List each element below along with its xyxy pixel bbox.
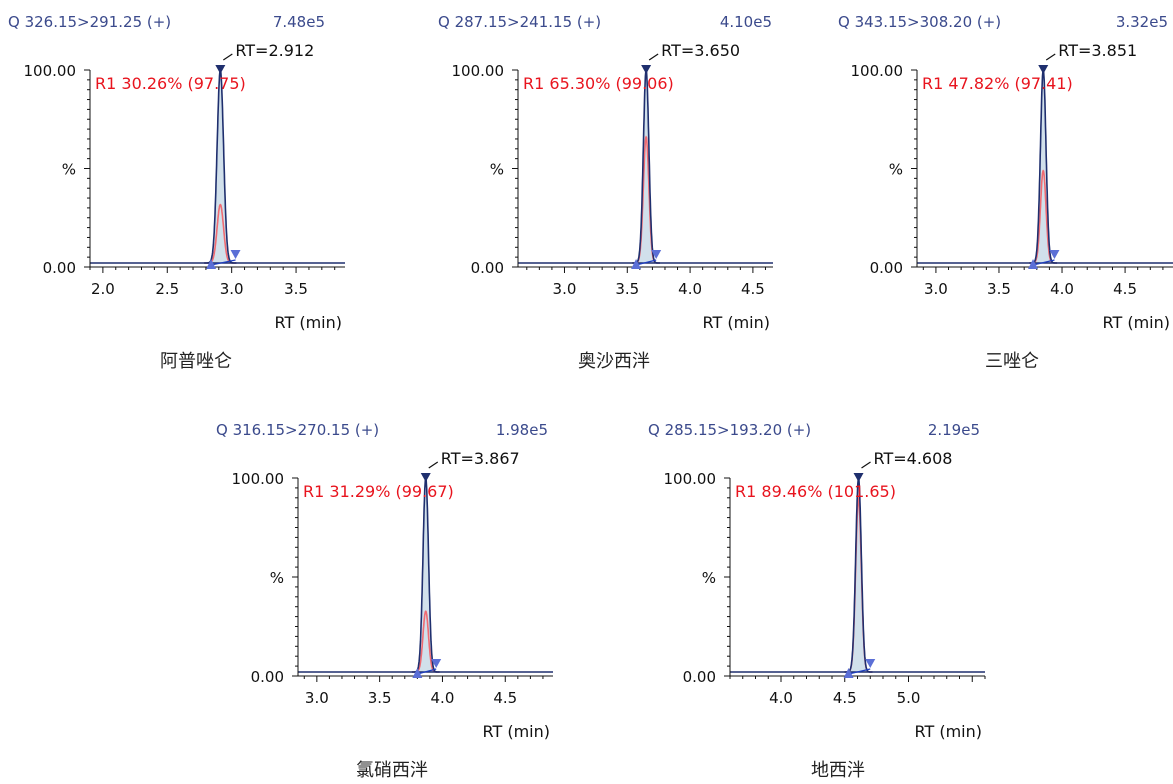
panel-1-y-label-mid: % [62, 161, 76, 179]
panel-5-apex-marker [853, 473, 864, 482]
panel-1-x-tick-label: 3.0 [220, 280, 244, 298]
panel-2-x-axis-label: RT (min) [703, 313, 770, 332]
panel-1-rt-leader [223, 53, 233, 61]
panel-2-rt-leader [648, 53, 659, 61]
panel-2-intensity: 4.10e5 [720, 13, 772, 31]
panel-5-x-tick-label: 5.0 [897, 689, 921, 707]
panel-1-peak-area [204, 70, 237, 263]
panel-3-x-tick-label: 3.5 [987, 280, 1011, 298]
panel-2-x-tick-label: 3.5 [615, 280, 639, 298]
panel-3-transition: Q 343.15>308.20 (+) [838, 13, 1001, 31]
panel-3-x-tick-label: 4.0 [1050, 280, 1074, 298]
panel-3-y-label-mid: % [889, 161, 903, 179]
panel-5-transition: Q 285.15>193.20 (+) [648, 421, 811, 439]
panel-4-integration-line [417, 668, 437, 675]
panel-3-r1-label: R1 47.82% (97.41) [922, 74, 1073, 93]
panel-3-rt-label: RT=3.851 [1058, 41, 1137, 60]
panel-5-x-tick-label: 4.5 [833, 689, 857, 707]
panel-2-transition: Q 287.15>241.15 (+) [438, 13, 601, 31]
panel-4-x-tick-label: 3.5 [368, 689, 392, 707]
panel-1-y-label-bottom: 0.00 [43, 259, 76, 277]
panel-2-x-tick-label: 4.0 [678, 280, 702, 298]
panel-3-end-marker [1049, 250, 1060, 259]
panel-5-peak-area [844, 478, 873, 672]
panel-5-caption: 地西泮 [811, 760, 865, 781]
panel-5-end-marker [865, 659, 876, 668]
panel-5-y-label-mid: % [702, 569, 716, 587]
panel-2-apex-marker [641, 65, 652, 74]
panel-1-end-marker [230, 250, 241, 259]
panel-4-peak-area [411, 478, 440, 672]
panel-5-integration-line [848, 668, 871, 675]
panel-1-start-marker [206, 259, 217, 269]
panel-4-y-label-top: 100.00 [232, 470, 285, 488]
panel-3-x-tick-label: 3.0 [924, 280, 948, 298]
panel-4-x-tick-label: 4.0 [431, 689, 455, 707]
panel-4-intensity: 1.98e5 [496, 421, 548, 439]
panel-1-y-label-top: 100.00 [24, 62, 77, 80]
panel-4-r1-label: R1 31.29% (99.67) [303, 482, 454, 501]
panel-2-integration-line [635, 259, 657, 266]
panel-1-x-tick-label: 3.5 [284, 280, 308, 298]
panel-4-start-marker [412, 668, 423, 678]
panel-1-r1-label: R1 30.26% (97.75) [95, 74, 246, 93]
panel-3-x-tick-label: 4.5 [1113, 280, 1137, 298]
panel-3-caption: 三唑仑 [985, 351, 1039, 372]
panel-3-intensity: 3.32e5 [1116, 13, 1168, 31]
panel-4-caption: 氯硝西泮 [356, 760, 428, 781]
panel-1-apex-marker [215, 65, 226, 74]
panel-5-rt-label: RT=4.608 [874, 449, 953, 468]
panel-4-x-tick-label: 4.5 [493, 689, 517, 707]
panel-1-integration-line [210, 259, 236, 266]
panel-3-y-label-top: 100.00 [851, 62, 904, 80]
panel-1-x-tick-label: 2.0 [91, 280, 115, 298]
panel-5-y-label-bottom: 0.00 [683, 668, 716, 686]
panel-4-y-label-mid: % [270, 569, 284, 587]
panel-5-start-marker [843, 668, 854, 678]
panel-3-x-axis-label: RT (min) [1103, 313, 1170, 332]
panel-5-x-tick-label: 4.0 [769, 689, 793, 707]
panel-5-intensity: 2.19e5 [928, 421, 980, 439]
panel-1-x-tick-label: 2.5 [155, 280, 179, 298]
panel-3-rt-leader [1045, 53, 1056, 61]
panel-4-x-tick-label: 3.0 [305, 689, 329, 707]
panel-2-rt-label: RT=3.650 [661, 41, 740, 60]
panel-4-x-axis-label: RT (min) [483, 722, 550, 741]
panel-3-peak-area [1029, 70, 1058, 263]
panel-1-intensity: 7.48e5 [273, 13, 325, 31]
panel-2-r1-label: R1 65.30% (99.06) [523, 74, 674, 93]
panel-2-y-label-bottom: 0.00 [471, 259, 504, 277]
panel-4-y-label-bottom: 0.00 [251, 668, 284, 686]
panel-2-x-tick-label: 3.0 [553, 280, 577, 298]
panel-5-y-label-top: 100.00 [664, 470, 717, 488]
panel-1-transition: Q 326.15>291.25 (+) [8, 13, 171, 31]
panel-4-apex-marker [420, 473, 431, 482]
panel-1-caption: 阿普唑仑 [160, 351, 232, 372]
panel-1-rt-label: RT=2.912 [235, 41, 314, 60]
panel-4-rt-label: RT=3.867 [441, 449, 520, 468]
panel-2-x-tick-label: 4.5 [741, 280, 765, 298]
panel-2-start-marker [631, 259, 642, 269]
panel-2-y-label-mid: % [490, 161, 504, 179]
panel-4-end-marker [431, 659, 442, 668]
panel-4-transition: Q 316.15>270.15 (+) [216, 421, 379, 439]
panel-2-peak-area [632, 70, 660, 263]
panel-3-start-marker [1028, 259, 1039, 269]
panel-2-caption: 奥沙西泮 [578, 351, 650, 372]
panel-2-y-label-top: 100.00 [452, 62, 505, 80]
panel-5-x-axis-label: RT (min) [915, 722, 982, 741]
panel-3-apex-marker [1038, 65, 1049, 74]
panel-3-y-label-bottom: 0.00 [870, 259, 903, 277]
panel-5-r1-label: R1 89.46% (101.65) [735, 482, 896, 501]
panel-2-end-marker [651, 250, 662, 259]
panel-4-rt-leader [428, 461, 439, 469]
panel-5-rt-leader [861, 461, 871, 469]
panel-1-x-axis-label: RT (min) [275, 313, 342, 332]
panel-3-integration-line [1032, 259, 1055, 266]
